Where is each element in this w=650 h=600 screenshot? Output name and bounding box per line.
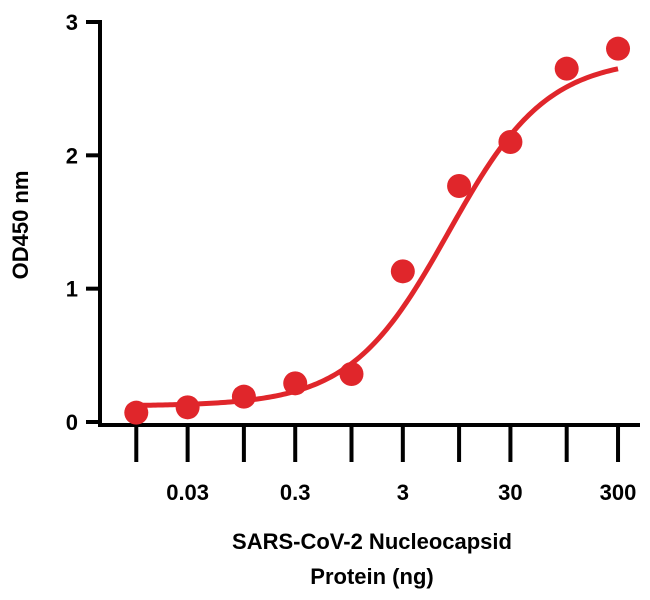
x-tick-label: 300 xyxy=(600,480,637,505)
data-point xyxy=(283,371,308,396)
x-axis-label-line-2: Protein (ng) xyxy=(310,564,433,589)
x-tick-label: 3 xyxy=(397,480,409,505)
fit-curve xyxy=(136,66,619,408)
data-point xyxy=(554,56,579,81)
x-ticks: 0.03 0.3 3 30 300 xyxy=(134,425,637,505)
data-point xyxy=(124,400,149,425)
y-tick-label: 0 xyxy=(66,410,78,435)
data-point xyxy=(231,384,256,409)
data-point xyxy=(498,130,523,154)
data-point xyxy=(606,36,631,61)
data-point xyxy=(175,395,200,420)
y-tick-label: 2 xyxy=(66,143,78,168)
x-tick-label: 30 xyxy=(498,480,522,505)
x-tick-label: 0.3 xyxy=(280,480,311,505)
y-ticks: 0 1 2 3 xyxy=(66,10,100,435)
y-axis-label: OD450 nm xyxy=(8,171,33,280)
x-tick-label: 0.03 xyxy=(166,480,209,505)
data-point xyxy=(447,174,472,198)
data-point xyxy=(390,259,415,284)
axes xyxy=(98,20,640,427)
y-tick-label: 1 xyxy=(66,277,78,302)
x-axis-label-line-1: SARS-CoV-2 Nucleocapsid xyxy=(232,529,512,554)
data-point xyxy=(339,362,364,386)
data-points xyxy=(124,36,631,425)
y-tick-label: 3 xyxy=(66,10,78,35)
